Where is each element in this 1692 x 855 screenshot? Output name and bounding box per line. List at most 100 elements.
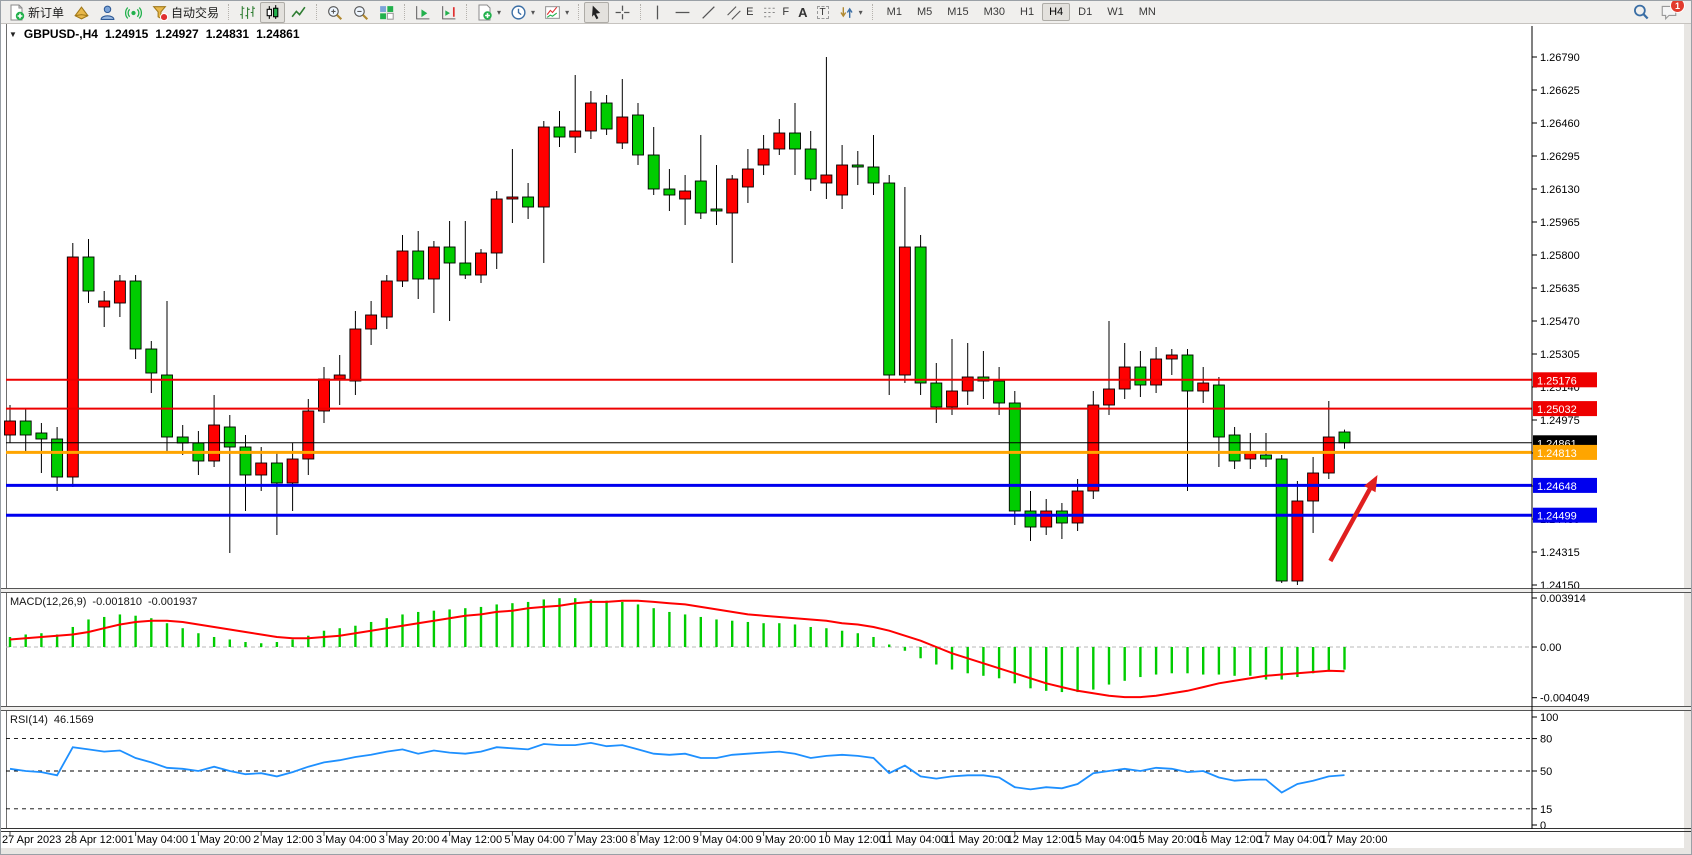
price-tick-label: 1.26460 [1540, 118, 1580, 130]
candle-body [1087, 404, 1100, 492]
time-label: 9 May 04:00 [693, 834, 754, 846]
candle-body [443, 246, 456, 264]
cursor-button[interactable] [584, 1, 610, 23]
timeframe-m30-button[interactable]: M30 [983, 6, 1006, 18]
candle-body [113, 280, 126, 304]
price-tag [1533, 372, 1597, 388]
candle-body [584, 102, 597, 132]
timeframe-d1-button[interactable]: D1 [1078, 6, 1093, 18]
candle-body [1118, 366, 1131, 390]
candle-body [537, 126, 550, 208]
rsi-name: RSI(14) [10, 714, 48, 726]
indicators-icon [478, 4, 492, 20]
fibonacci-glyph: F [782, 6, 790, 18]
rsi-tick-label: 15 [1540, 804, 1552, 816]
candle-body [1008, 402, 1021, 512]
periods-button[interactable] [506, 2, 539, 23]
timeframe-m15-button[interactable]: M15 [947, 6, 969, 18]
timeframe-h4-button[interactable]: H4 [1042, 3, 1071, 21]
candle-body [82, 256, 95, 292]
price-tag-label: 1.24648 [1537, 481, 1577, 493]
template-icon [545, 5, 560, 19]
chart-shift-button[interactable] [436, 2, 461, 23]
zoom-in-button[interactable] [322, 2, 347, 23]
collapse-chart-icon[interactable]: ▼ [9, 29, 17, 39]
price-tag [1533, 477, 1597, 493]
timeframe-m1-button[interactable]: M1 [886, 6, 902, 18]
time-label: 27 Apr 2023 [2, 834, 61, 846]
candle-body [946, 390, 958, 408]
channel-icon [727, 5, 741, 20]
candle-body [129, 280, 142, 350]
horizontal-line-tool-button[interactable] [670, 2, 695, 23]
timeframe-mn-button[interactable]: MN [1138, 6, 1156, 18]
metaeditor-button[interactable] [95, 2, 120, 23]
toolbar-right-group: 1 [1632, 0, 1688, 21]
candle-body [1338, 431, 1351, 444]
macd-signal-value: -0.001937 [147, 596, 198, 608]
notifications-button[interactable]: 1 [1660, 0, 1685, 21]
macd-tick-label: 0.00 [1540, 642, 1561, 654]
candle-body [19, 420, 32, 436]
candle-body [836, 164, 849, 196]
bar-chart-button[interactable] [234, 2, 259, 23]
cursor-icon [592, 5, 601, 19]
line-chart-button[interactable] [286, 2, 311, 23]
candle-body [475, 252, 487, 276]
price-tick-label: 1.24315 [1540, 547, 1580, 559]
price-tag [1533, 507, 1597, 523]
wizard-icon [74, 5, 89, 19]
text-tool-button[interactable]: A [794, 2, 811, 23]
search-icon[interactable] [1632, 3, 1650, 21]
quote-open: 1.24915 [104, 27, 149, 41]
panel-divider[interactable] [1, 707, 1691, 711]
panel-divider[interactable] [1, 589, 1691, 593]
macd-tick-label: -0.004049 [1540, 693, 1590, 705]
mql-wizard-button[interactable] [69, 2, 94, 23]
tile-windows-button[interactable] [374, 2, 399, 23]
timeframe-m5-button[interactable]: M5 [916, 6, 933, 18]
templates-button[interactable] [540, 2, 573, 23]
label-tool-glyph: T [816, 5, 829, 19]
candle-body [914, 246, 927, 384]
time-label: 16 May 12:00 [1195, 834, 1262, 846]
candle-body [961, 376, 974, 392]
arrows-tool-button[interactable] [834, 2, 867, 23]
candle-body [789, 132, 801, 150]
vertical-line-tool-button[interactable] [646, 2, 669, 23]
new-order-icon [10, 4, 25, 20]
candle-body [710, 208, 723, 212]
candle-body [223, 426, 236, 448]
auto-trading-button[interactable]: 自动交易 [147, 2, 223, 23]
fibonacci-tool-button[interactable]: F [758, 2, 793, 23]
new-order-button[interactable]: 新订单 [4, 2, 68, 23]
crosshair-button[interactable] [610, 2, 635, 23]
indicators-button[interactable] [472, 2, 505, 23]
label-tool-button[interactable]: T [813, 2, 833, 23]
chart-header: ▼ GBPUSD-,H4 1.24915 1.24927 1.24831 1.2… [9, 27, 300, 41]
candlestick-chart-button[interactable] [260, 1, 286, 23]
time-label: 11 May 04:00 [881, 834, 947, 846]
notification-badge: 1 [1670, 0, 1685, 13]
trendline-tool-button[interactable] [696, 2, 721, 23]
auto-scroll-button[interactable] [410, 2, 435, 23]
price-tick-label: 1.26625 [1540, 85, 1580, 97]
annotation-arrow-shaft [1328, 486, 1373, 563]
candle-body [1212, 384, 1225, 438]
time-label: 2 May 12:00 [253, 834, 314, 846]
timeframe-w1-button[interactable]: W1 [1107, 6, 1124, 18]
annotation-arrow-head[interactable] [1364, 475, 1378, 493]
candle-body [270, 462, 283, 484]
price-tick-label: 1.25635 [1540, 283, 1580, 295]
candle-body [773, 132, 786, 150]
toolbar-separator [870, 4, 873, 20]
candle-body [161, 374, 173, 438]
signals-button[interactable] [121, 2, 146, 23]
channel-tool-button[interactable]: E [722, 2, 757, 23]
candle-body [1322, 436, 1335, 474]
timeframe-h1-button[interactable]: H1 [1020, 6, 1035, 18]
candle-body [176, 436, 189, 444]
zoom-out-button[interactable] [348, 2, 373, 23]
time-label: 8 May 12:00 [630, 834, 691, 846]
